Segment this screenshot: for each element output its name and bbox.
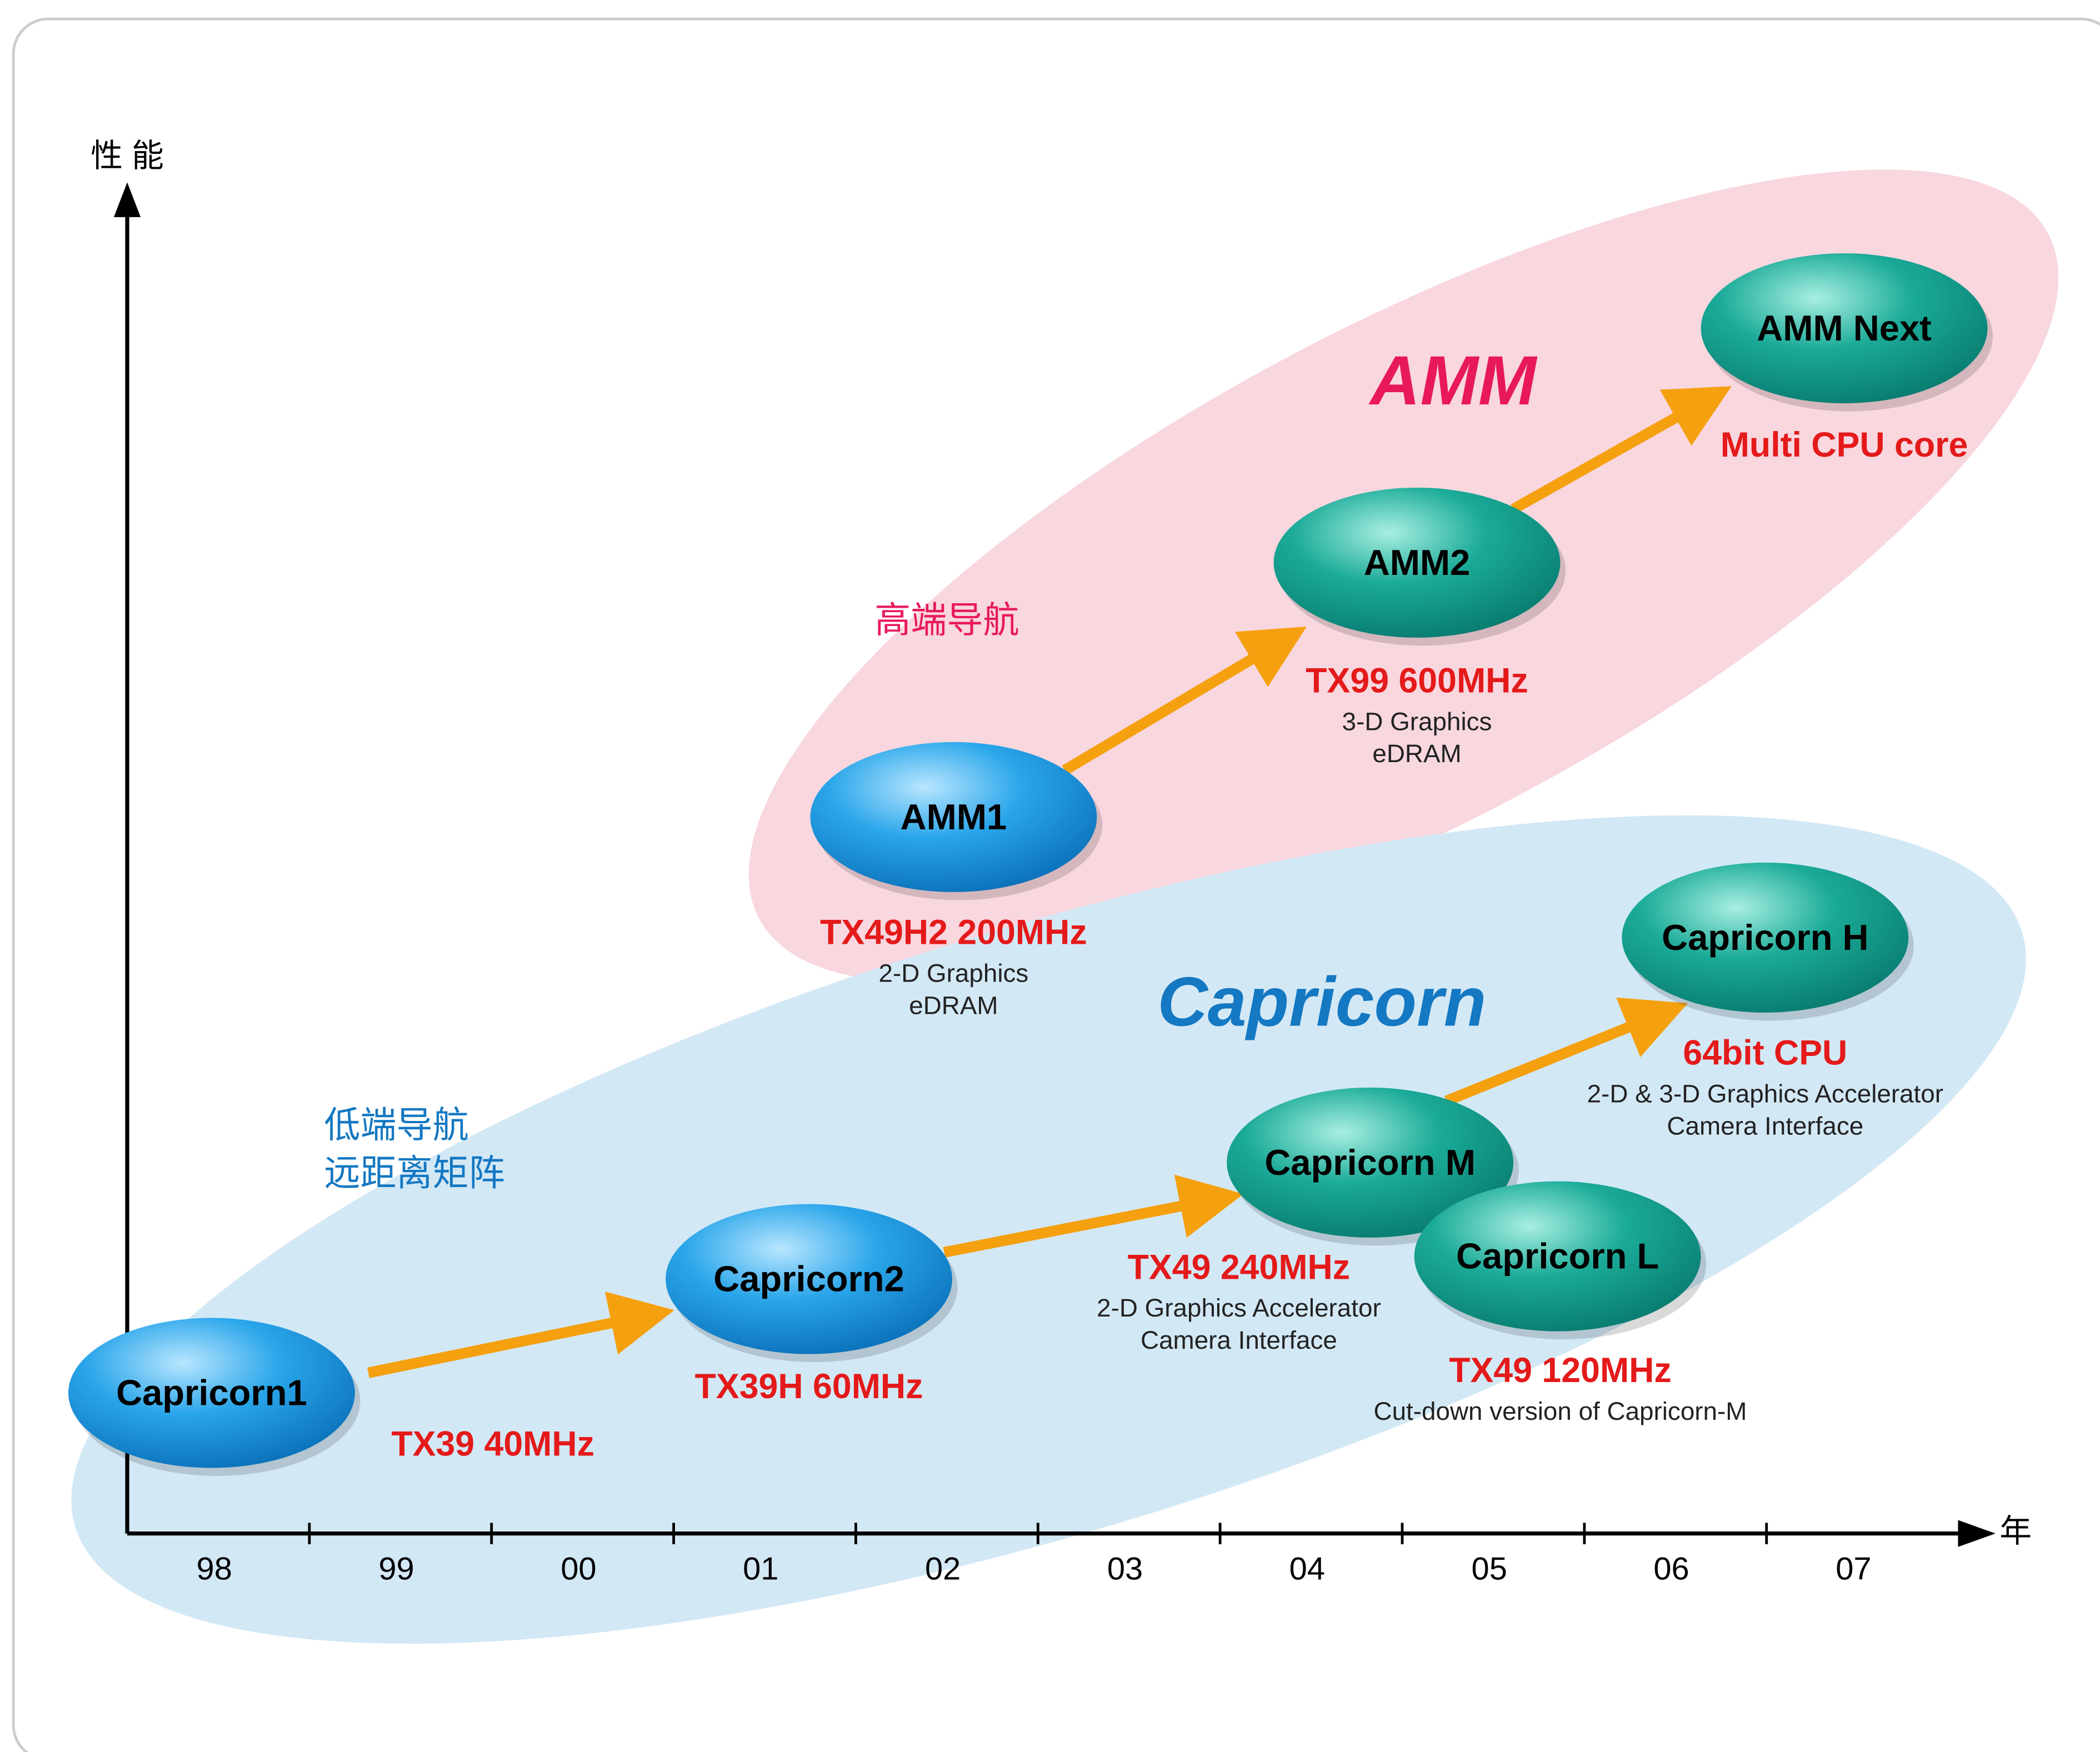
node — [1273, 487, 1561, 638]
node — [1227, 1087, 1514, 1238]
node-label: AMM2 — [1364, 542, 1471, 583]
year-label: 03 — [1107, 1551, 1143, 1586]
year-label: 99 — [378, 1551, 414, 1586]
node-label: AMM Next — [1757, 308, 1932, 348]
node-detail: eDRAM — [909, 991, 998, 1019]
node-detail: Camera Interface — [1141, 1326, 1337, 1354]
arrows — [367, 386, 1732, 1378]
node-label: Capricorn H — [1662, 917, 1868, 958]
node-detail: 2-D Graphics — [879, 959, 1029, 987]
axes — [125, 214, 1962, 1536]
node-spec: TX39H 60MHz — [695, 1367, 923, 1406]
node-spec: Multi CPU core — [1721, 426, 1968, 464]
node — [68, 1318, 355, 1468]
node-detail: Cut-down version of Capricorn-M — [1374, 1397, 1747, 1425]
node-spec: TX49H2 200MHz — [820, 913, 1087, 952]
year-label: 01 — [743, 1551, 778, 1586]
node-detail: eDRAM — [1372, 739, 1461, 768]
node-spec: TX99 600MHz — [1306, 661, 1528, 700]
node-detail: 2-D Graphics Accelerator — [1097, 1294, 1381, 1322]
group-title: AMM — [1368, 342, 1538, 419]
year-label: 00 — [561, 1551, 596, 1586]
node-detail: 2-D & 3-D Graphics Accelerator — [1587, 1079, 1943, 1108]
node — [1414, 1181, 1701, 1331]
node-label: Capricorn1 — [116, 1373, 307, 1413]
node-label: AMM1 — [901, 797, 1007, 837]
year-label: 06 — [1653, 1551, 1689, 1586]
year-label: 07 — [1836, 1551, 1871, 1586]
node-label: Capricorn2 — [713, 1259, 904, 1299]
node — [810, 742, 1097, 892]
node-spec: TX49 240MHz — [1128, 1248, 1350, 1287]
node-detail: Camera Interface — [1667, 1112, 1863, 1140]
node-detail: 3-D Graphics — [1342, 707, 1492, 735]
node-spec: 64bit CPU — [1683, 1034, 1847, 1073]
y-axis-label: 性 能 — [91, 138, 164, 174]
year-label: 02 — [925, 1551, 961, 1586]
node-label: Capricorn L — [1456, 1236, 1659, 1277]
node — [666, 1204, 953, 1354]
node-spec: TX39 40MHz — [391, 1425, 594, 1464]
group-note: 低端导航 — [324, 1104, 468, 1145]
year-label: 04 — [1289, 1551, 1325, 1586]
node-spec: TX49 120MHz — [1449, 1351, 1671, 1390]
group-note: 高端导航 — [874, 600, 1019, 640]
x-axis-label: 年 — [1999, 1514, 2032, 1549]
year-label: 98 — [197, 1551, 232, 1586]
group-note: 远距离矩阵 — [324, 1153, 504, 1193]
year-label: 05 — [1472, 1551, 1507, 1586]
group-title: Capricorn — [1157, 963, 1486, 1040]
node — [1622, 862, 1909, 1013]
node — [1701, 253, 1988, 404]
node-label: Capricorn M — [1264, 1142, 1476, 1183]
